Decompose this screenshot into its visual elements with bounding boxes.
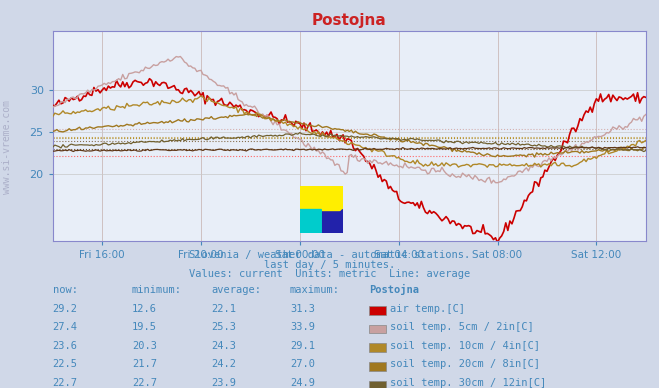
Text: 22.1: 22.1: [211, 303, 236, 314]
Text: last day / 5 minutes.: last day / 5 minutes.: [264, 260, 395, 270]
Text: 21.7: 21.7: [132, 359, 157, 369]
Text: 19.5: 19.5: [132, 322, 157, 332]
Text: soil temp. 10cm / 4in[C]: soil temp. 10cm / 4in[C]: [390, 341, 540, 351]
Text: 20.3: 20.3: [132, 341, 157, 351]
Bar: [300, 186, 343, 210]
Text: Postojna: Postojna: [369, 284, 419, 295]
Text: 29.2: 29.2: [53, 303, 78, 314]
Text: 23.9: 23.9: [211, 378, 236, 388]
Title: Postojna: Postojna: [312, 14, 387, 28]
Text: 24.3: 24.3: [211, 341, 236, 351]
Text: Values: current  Units: metric  Line: average: Values: current Units: metric Line: aver…: [189, 269, 470, 279]
Text: 33.9: 33.9: [290, 322, 315, 332]
Bar: [300, 186, 322, 233]
Text: 23.6: 23.6: [53, 341, 78, 351]
Text: 25.3: 25.3: [211, 322, 236, 332]
Text: 24.9: 24.9: [290, 378, 315, 388]
Text: minimum:: minimum:: [132, 285, 182, 295]
Text: average:: average:: [211, 285, 261, 295]
Text: soil temp. 20cm / 8in[C]: soil temp. 20cm / 8in[C]: [390, 359, 540, 369]
Text: 31.3: 31.3: [290, 303, 315, 314]
Text: 22.7: 22.7: [53, 378, 78, 388]
Text: air temp.[C]: air temp.[C]: [390, 303, 465, 314]
Text: 22.5: 22.5: [53, 359, 78, 369]
Bar: [322, 186, 343, 233]
Text: 27.4: 27.4: [53, 322, 78, 332]
Text: soil temp. 30cm / 12in[C]: soil temp. 30cm / 12in[C]: [390, 378, 546, 388]
Polygon shape: [300, 210, 322, 233]
Text: Slovenia / weather data - automatic stations.: Slovenia / weather data - automatic stat…: [189, 250, 470, 260]
Text: 22.7: 22.7: [132, 378, 157, 388]
Polygon shape: [322, 210, 343, 233]
Text: 24.2: 24.2: [211, 359, 236, 369]
Text: maximum:: maximum:: [290, 285, 340, 295]
Text: soil temp. 5cm / 2in[C]: soil temp. 5cm / 2in[C]: [390, 322, 534, 332]
Text: www.si-vreme.com: www.si-vreme.com: [1, 100, 12, 194]
Text: 29.1: 29.1: [290, 341, 315, 351]
Text: now:: now:: [53, 285, 78, 295]
Text: 12.6: 12.6: [132, 303, 157, 314]
Text: 27.0: 27.0: [290, 359, 315, 369]
